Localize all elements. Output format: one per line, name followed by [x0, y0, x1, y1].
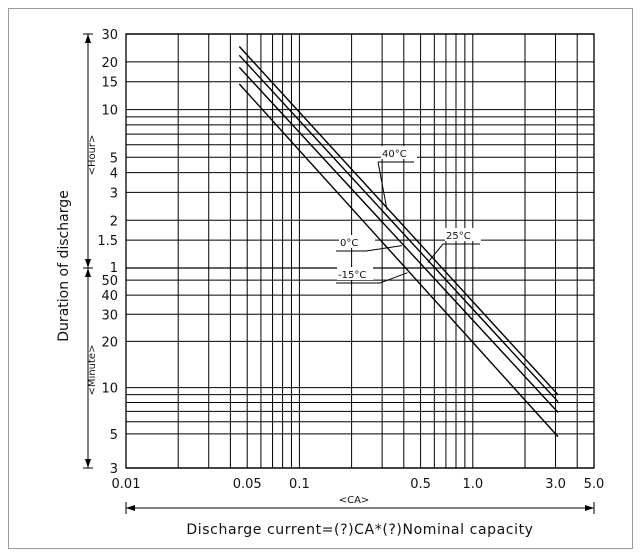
- x-axis-arrow: [585, 505, 594, 511]
- callout-label-bg: [339, 235, 375, 248]
- y-tick-label-hour: 1: [110, 261, 118, 276]
- x-tick-label: 0.5: [410, 477, 431, 492]
- callout-leader: [427, 243, 444, 263]
- plot-border: [125, 33, 595, 469]
- series-line: [238, 83, 559, 438]
- x-tick-label: 0.05: [233, 477, 262, 492]
- y-tick-label-hour: 10: [101, 104, 118, 119]
- series-line: [238, 54, 559, 403]
- minute-unit-label: <Minute>: [87, 345, 98, 396]
- chart-frame: [8, 8, 633, 549]
- series-label: 25°C: [446, 231, 471, 242]
- callout-label-bg: [337, 267, 373, 280]
- y-axis-arrow: [85, 268, 91, 277]
- x-tick-label: 5.0: [584, 477, 605, 492]
- y-tick-label-minute: 40: [101, 289, 118, 304]
- series-label: 40°C: [382, 149, 407, 160]
- x-axis-label: Discharge current=(?)CA*(?)Nominal capac…: [186, 522, 533, 538]
- series-line: [238, 66, 559, 413]
- callout-label-bg: [445, 228, 481, 241]
- hour-unit-label: <Hour>: [87, 135, 98, 176]
- chart-curves: [238, 46, 559, 438]
- y-tick-label-hour: 3: [110, 186, 118, 201]
- y-tick-label-minute: 3: [110, 462, 118, 477]
- x-tick-label: 0.01: [112, 477, 141, 492]
- series-label: 0°C: [340, 238, 358, 249]
- y-tick-label-hour: 2: [110, 214, 118, 229]
- y-tick-label-minute: 20: [101, 335, 118, 350]
- callout-leader: [365, 245, 402, 252]
- y-tick-label-hour: 4: [110, 167, 118, 182]
- y-tick-label-minute: 5: [110, 428, 118, 443]
- x-unit-label: <CA>: [339, 495, 370, 506]
- y-axis-arrow: [85, 34, 91, 43]
- x-axis-arrow: [126, 505, 135, 511]
- x-tick-label: 3.0: [545, 477, 566, 492]
- callout-leader: [379, 272, 408, 284]
- y-tick-label-hour: 20: [101, 56, 118, 71]
- y-axis-label: Duration of discharge: [56, 190, 72, 341]
- y-axis-arrow: [85, 459, 91, 468]
- y-tick-label-minute: 30: [101, 308, 118, 323]
- x-tick-label: 1.0: [462, 477, 483, 492]
- callout-label-bg: [381, 146, 417, 159]
- series-line: [238, 46, 559, 396]
- y-tick-label-hour: 1.5: [97, 234, 118, 249]
- callout-leader: [377, 161, 388, 210]
- y-axis-arrow: [85, 259, 91, 268]
- y-tick-label-hour: 15: [101, 76, 118, 91]
- series-label: -15°C: [338, 270, 366, 281]
- y-tick-label-minute: 50: [101, 274, 118, 289]
- x-tick-label: 0.1: [289, 477, 310, 492]
- y-tick-label-hour: 5: [110, 151, 118, 166]
- chart-grid: [125, 33, 595, 469]
- y-tick-label-minute: 10: [101, 382, 118, 397]
- chart-callouts: 40°C 25°C 0°C -15°C: [336, 146, 481, 284]
- y-tick-label-hour: 30: [101, 28, 118, 43]
